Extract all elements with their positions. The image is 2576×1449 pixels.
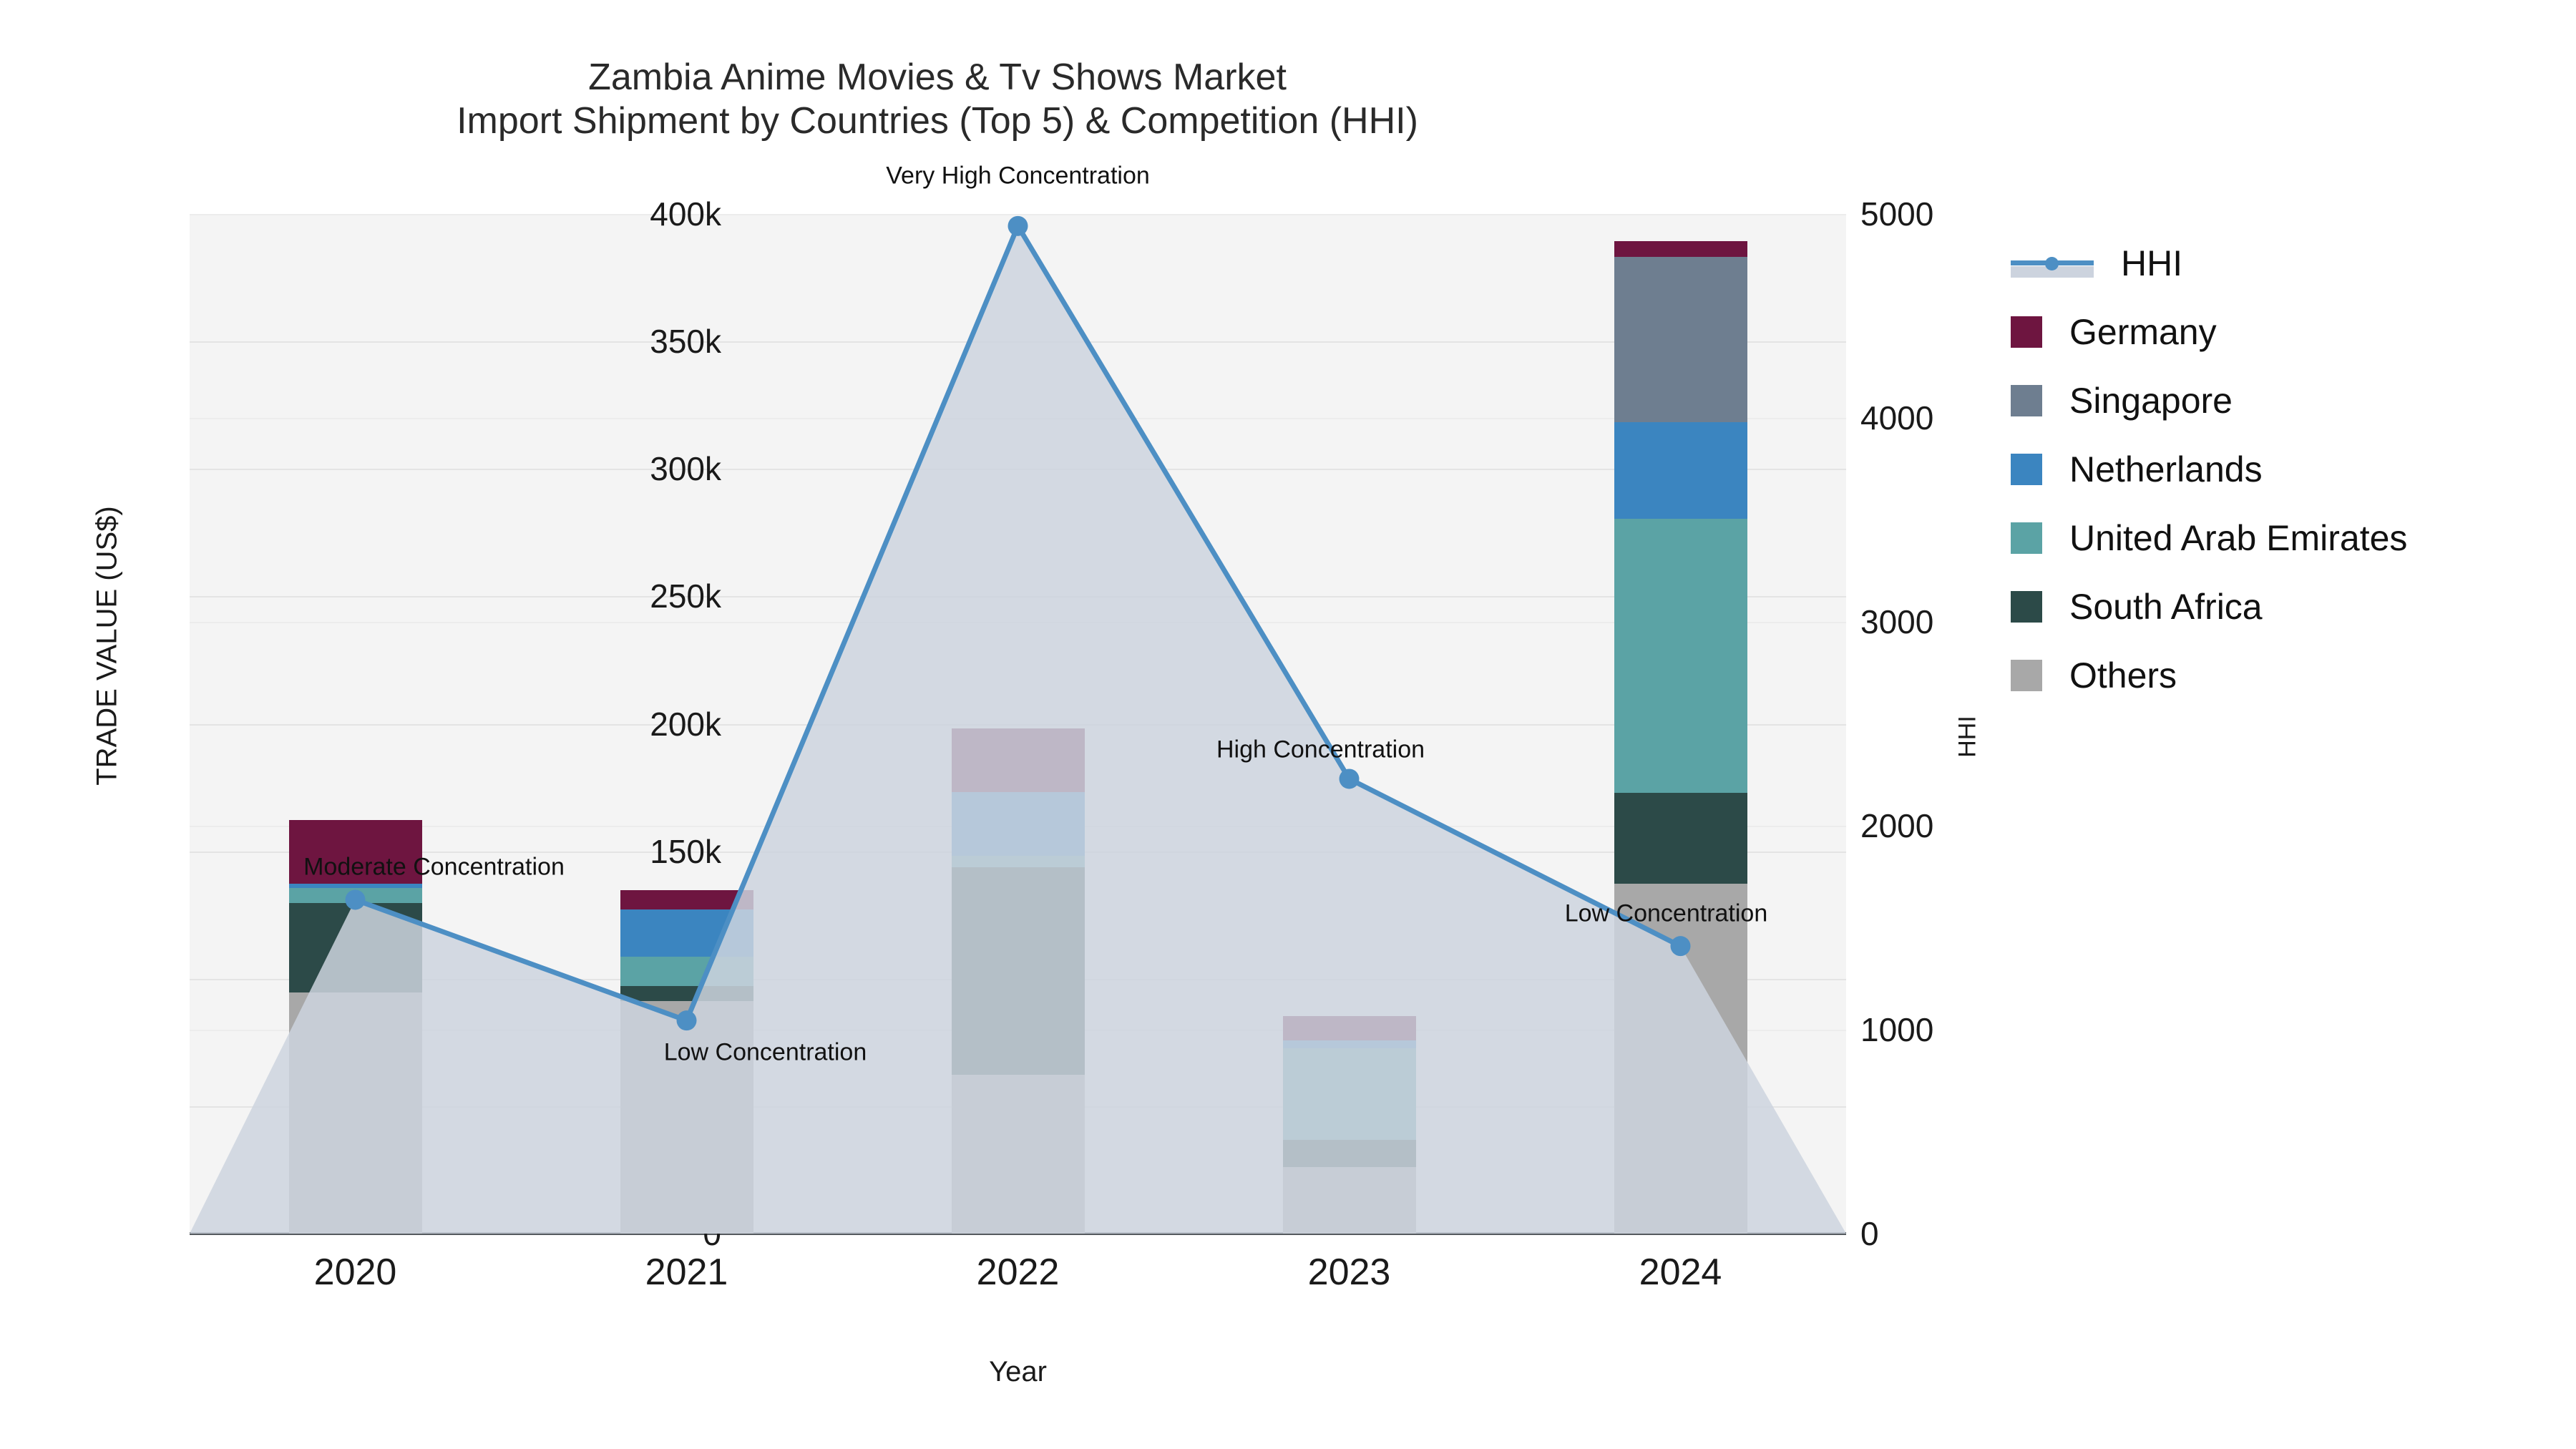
bar-segment-germany[interactable] (1282, 1016, 1416, 1041)
bar-segment-netherlands[interactable] (1614, 422, 1747, 519)
chart-title-line2: Import Shipment by Countries (Top 5) & C… (457, 100, 1418, 142)
y2-axis-tick-label: 2000 (1860, 807, 1934, 844)
legend-color-swatch (2011, 316, 2042, 348)
y2-axis-tick-label: 4000 (1860, 399, 1934, 436)
x-axis-tick-label: 2020 (313, 1252, 397, 1293)
legend-item-label: HHI (2121, 243, 2183, 283)
bar-segment-south-africa[interactable] (1282, 1139, 1416, 1167)
y2-axis-tick-label: 3000 (1860, 603, 1934, 640)
bar-segment-united-arab-emirates[interactable] (1614, 518, 1747, 794)
x-axis-tick-label: 2024 (1639, 1252, 1722, 1293)
legend-item-germany[interactable]: Germany (2011, 298, 2569, 366)
x-axis-tick-label: 2023 (1307, 1252, 1391, 1293)
hhi-annotation-label: Low Concentration (663, 1038, 867, 1066)
y2-axis-tick-label: 1000 (1860, 1011, 1934, 1048)
hhi-annotation-label: Low Concentration (1564, 899, 1768, 927)
y2-axis-label: HHI (1953, 716, 1981, 758)
bar-segment-others[interactable] (951, 1075, 1085, 1234)
bar-segment-germany[interactable] (1614, 240, 1747, 257)
bar-segment-germany[interactable] (951, 728, 1085, 792)
bar-segment-south-africa[interactable] (620, 985, 753, 1001)
chart-title: Zambia Anime Movies & Tv Shows Market Im… (0, 56, 1875, 144)
legend-item-label: Germany (2069, 312, 2217, 352)
legend-item-label: Netherlands (2069, 449, 2263, 489)
legend-item-netherlands[interactable]: Netherlands (2011, 435, 2569, 504)
bar-segment-others[interactable] (1614, 884, 1747, 1234)
bar-segment-south-africa[interactable] (288, 902, 422, 993)
hhi-annotation-label: Moderate Concentration (303, 853, 565, 881)
legend-item-hhi[interactable]: HHI (2011, 229, 2569, 298)
bar-segment-others[interactable] (1282, 1166, 1416, 1234)
x-axis-tick-label: 2022 (976, 1252, 1060, 1293)
legend-item-label: South Africa (2069, 587, 2263, 627)
bar-segment-united-arab-emirates[interactable] (288, 887, 422, 903)
bar-segment-germany[interactable] (620, 890, 753, 909)
bar-stack[interactable] (1282, 214, 1416, 1234)
legend-color-swatch (2011, 591, 2042, 623)
bar-segment-singapore[interactable] (1614, 256, 1747, 423)
legend-color-swatch (2011, 385, 2042, 416)
bar-segment-netherlands[interactable] (620, 909, 753, 957)
legend-color-swatch (2011, 660, 2042, 691)
legend-color-swatch (2011, 522, 2042, 554)
legend: HHI Germany Singapore Netherlands United Ara… (2011, 229, 2569, 710)
bar-segment-united-arab-emirates[interactable] (1282, 1048, 1416, 1140)
hhi-line-legend-icon (2011, 248, 2094, 279)
bar-segment-others[interactable] (620, 1000, 753, 1234)
bar-segment-united-arab-emirates[interactable] (620, 956, 753, 986)
bar-segment-south-africa[interactable] (951, 867, 1085, 1075)
legend-item-label: United Arab Emirates (2069, 518, 2408, 558)
y2-axis-tick-label: 5000 (1860, 195, 1934, 233)
x-axis-tick-label: 2021 (645, 1252, 728, 1293)
bar-stack[interactable] (288, 214, 422, 1234)
bar-segment-united-arab-emirates[interactable] (951, 855, 1085, 868)
legend-item-singapore[interactable]: Singapore (2011, 366, 2569, 435)
y-axis-label: TRADE VALUE (US$) (91, 506, 123, 786)
bar-segment-netherlands[interactable] (288, 884, 422, 888)
bar-segment-netherlands[interactable] (1282, 1040, 1416, 1048)
legend-item-label: Singapore (2069, 381, 2233, 421)
bar-stack[interactable] (1614, 214, 1747, 1234)
legend-item-others[interactable]: Others (2011, 641, 2569, 710)
x-axis-line (190, 1232, 1846, 1235)
legend-item-united-arab-emirates[interactable]: United Arab Emirates (2011, 504, 2569, 572)
hhi-annotation-label: Very High Concentration (886, 162, 1150, 190)
bar-stack[interactable] (620, 214, 753, 1234)
bar-stack[interactable] (951, 214, 1085, 1234)
legend-item-south-africa[interactable]: South Africa (2011, 572, 2569, 641)
legend-color-swatch (2011, 454, 2042, 485)
hhi-annotation-label: High Concentration (1216, 736, 1425, 763)
bar-segment-others[interactable] (288, 992, 422, 1234)
chart-title-line1: Zambia Anime Movies & Tv Shows Market (588, 57, 1287, 98)
bar-segment-south-africa[interactable] (1614, 793, 1747, 884)
bar-segment-netherlands[interactable] (951, 791, 1085, 856)
y2-gridline (190, 214, 1846, 215)
x-axis-label: Year (989, 1356, 1047, 1387)
y2-axis-tick-label: 0 (1860, 1215, 1879, 1252)
legend-item-label: Others (2069, 655, 2177, 696)
